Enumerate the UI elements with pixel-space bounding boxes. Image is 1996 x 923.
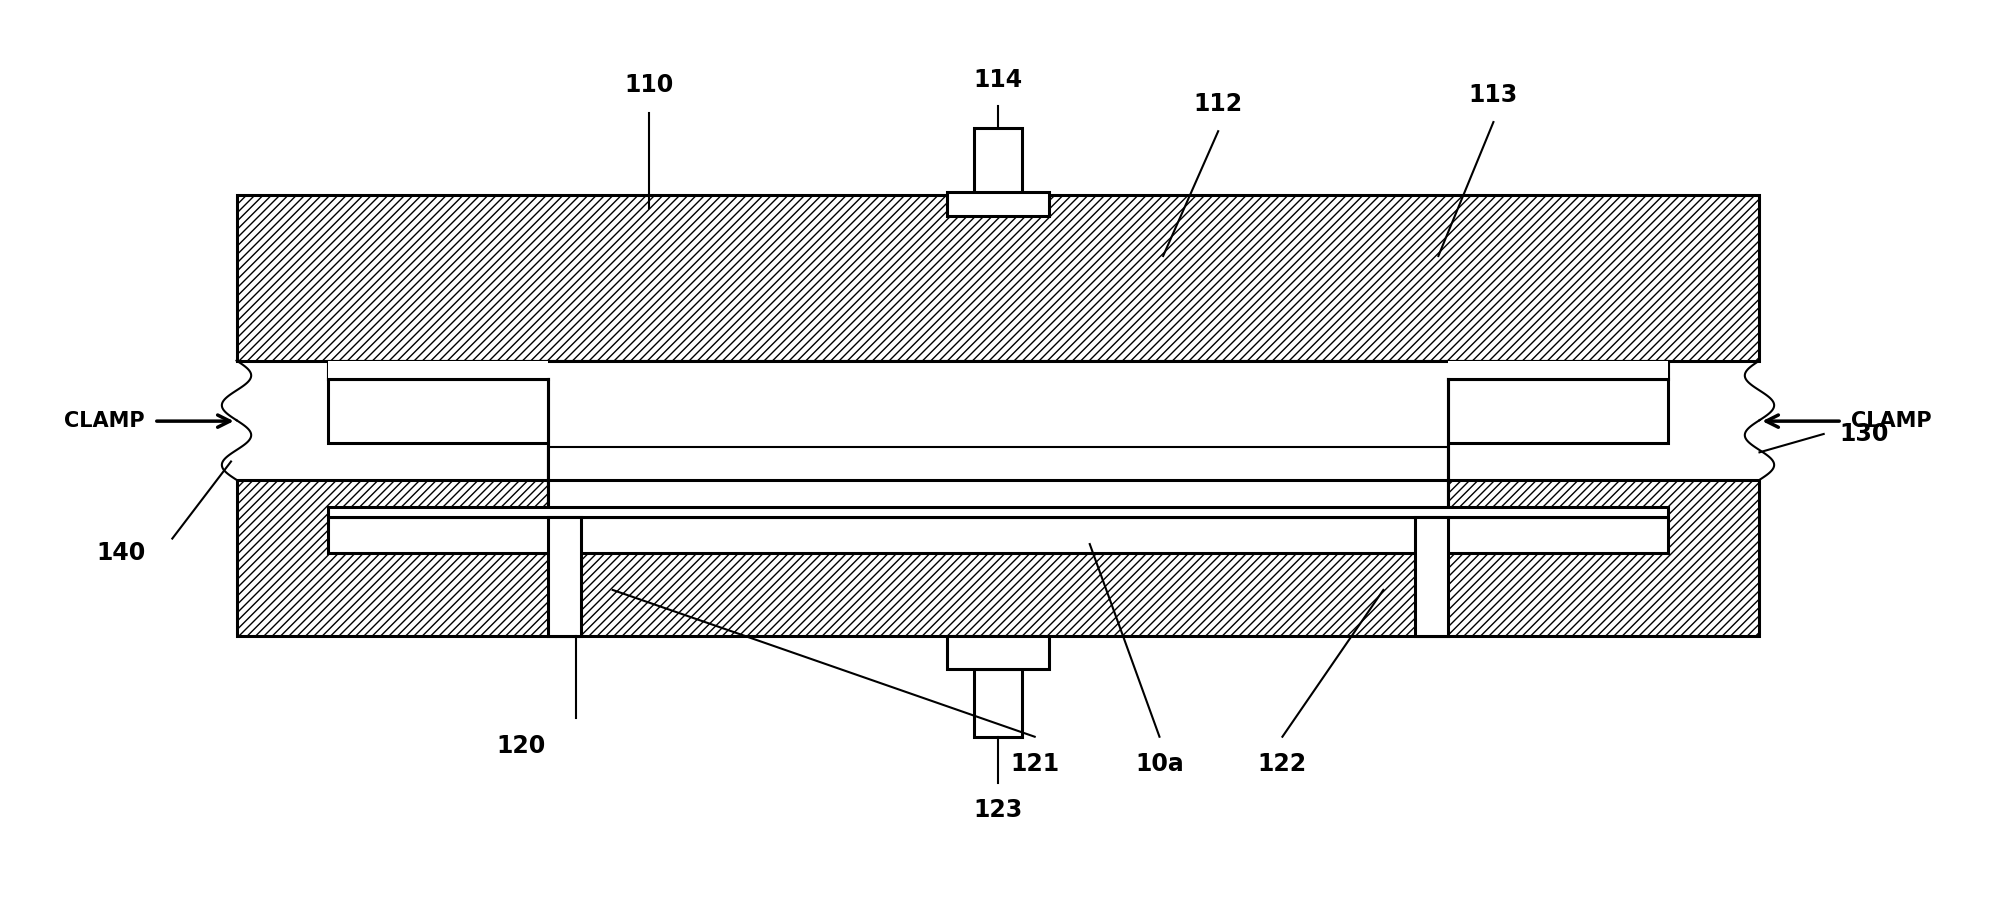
Text: CLAMP: CLAMP (64, 411, 146, 431)
Bar (946, 192, 1050, 216)
Bar (327, 517, 1669, 553)
Bar (549, 480, 1447, 511)
Text: 120: 120 (497, 734, 545, 758)
Text: 130: 130 (1840, 422, 1888, 446)
Bar (327, 361, 1669, 443)
Bar (974, 669, 1022, 737)
Text: 114: 114 (974, 68, 1022, 92)
Polygon shape (327, 361, 1669, 480)
Text: 110: 110 (625, 73, 675, 97)
Text: 123: 123 (974, 798, 1022, 822)
Text: 10a: 10a (1136, 752, 1184, 776)
Bar (974, 127, 1022, 196)
Text: CLAMP: CLAMP (1850, 411, 1932, 431)
Bar (236, 196, 1760, 361)
Bar (1447, 361, 1669, 379)
Bar (549, 447, 1447, 511)
Text: 113: 113 (1469, 82, 1519, 106)
Bar (549, 517, 581, 636)
Polygon shape (549, 480, 1447, 511)
Bar (236, 480, 1760, 636)
Bar (327, 508, 1669, 517)
Bar (327, 361, 549, 379)
Bar (1415, 517, 1447, 636)
Text: 122: 122 (1257, 752, 1307, 776)
Bar (946, 636, 1050, 669)
Text: 140: 140 (96, 541, 146, 565)
Text: 112: 112 (1194, 91, 1244, 115)
Text: 121: 121 (1010, 752, 1060, 776)
